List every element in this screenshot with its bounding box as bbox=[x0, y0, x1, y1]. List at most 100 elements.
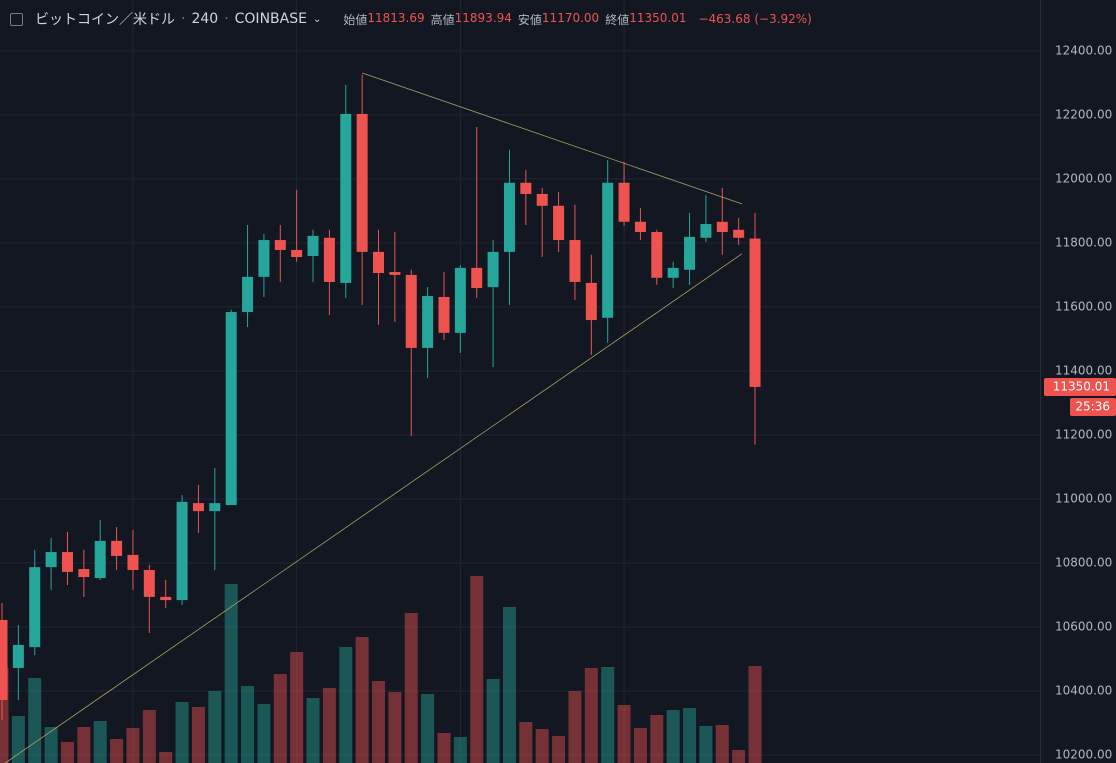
candle-body bbox=[209, 503, 221, 512]
y-tick-label: 10600.00 bbox=[1055, 619, 1112, 633]
y-tick-label: 11200.00 bbox=[1055, 427, 1112, 441]
y-tick-label: 11800.00 bbox=[1055, 235, 1112, 249]
last-price-box bbox=[1044, 377, 1116, 396]
y-tick-label: 11000.00 bbox=[1055, 491, 1112, 505]
candle-body bbox=[45, 552, 57, 568]
candle-body bbox=[667, 267, 679, 278]
ohlc-label: 始値 bbox=[343, 12, 368, 27]
toggle-icon[interactable] bbox=[10, 12, 23, 26]
volume-bar bbox=[224, 584, 238, 763]
candle-body bbox=[143, 570, 155, 597]
candle-body bbox=[12, 644, 24, 668]
candle-body bbox=[258, 240, 270, 277]
candle-body bbox=[585, 282, 597, 321]
y-tick-label: 12400.00 bbox=[1055, 43, 1112, 57]
candle-body bbox=[700, 224, 712, 238]
volume-bar bbox=[404, 613, 418, 763]
header: ビットコイン／米ドル · 240 · COINBASE ⌄ 始値 11813.69 高値 1… bbox=[10, 9, 818, 29]
candle-body bbox=[520, 182, 532, 194]
volume-bar bbox=[110, 739, 124, 763]
volume-bar bbox=[93, 721, 107, 763]
volume-bar bbox=[453, 737, 467, 763]
exchange[interactable]: COINBASE bbox=[234, 11, 307, 27]
volume-bar bbox=[11, 716, 25, 763]
volume-bar bbox=[208, 691, 222, 763]
symbol[interactable]: ビットコイン／米ドル bbox=[35, 12, 175, 28]
volume-bar bbox=[77, 727, 91, 763]
volume-bar bbox=[257, 704, 271, 763]
volume-bar bbox=[142, 710, 156, 763]
candle-body bbox=[553, 205, 565, 241]
candle-body bbox=[503, 182, 515, 252]
volume-bar bbox=[535, 729, 549, 763]
candle-body bbox=[536, 193, 548, 206]
countdown-box bbox=[1070, 397, 1116, 416]
candle-body bbox=[0, 619, 8, 700]
volume-bar bbox=[0, 668, 9, 763]
volume-bar bbox=[470, 576, 484, 763]
candle-body bbox=[127, 554, 139, 571]
volume-bar bbox=[568, 691, 582, 763]
candle-body bbox=[323, 237, 335, 282]
interval[interactable]: 240 bbox=[191, 11, 219, 27]
y-tick-label: 12000.00 bbox=[1055, 171, 1112, 185]
candle-body bbox=[29, 567, 41, 648]
candle-body bbox=[61, 552, 73, 572]
candle-body bbox=[176, 501, 188, 601]
candle-body bbox=[340, 113, 352, 283]
candle-body bbox=[291, 249, 303, 258]
volume-bar bbox=[584, 668, 598, 763]
candle-body bbox=[373, 251, 385, 274]
volume-bar bbox=[372, 681, 386, 763]
candle-body bbox=[307, 235, 319, 257]
y-tick-label: 11600.00 bbox=[1055, 299, 1112, 313]
candle-body bbox=[94, 540, 106, 579]
candle-body bbox=[356, 113, 368, 252]
candle-body bbox=[602, 182, 614, 318]
volume-bar bbox=[191, 707, 205, 763]
ohlc-value: 11893.94 bbox=[454, 10, 512, 25]
candle-body bbox=[733, 229, 745, 238]
countdown-label: 25:36 bbox=[1075, 399, 1110, 413]
volume-bar bbox=[650, 715, 664, 763]
y-tick-label: 10200.00 bbox=[1055, 747, 1112, 761]
volume-bar bbox=[273, 674, 287, 763]
volume-bar bbox=[633, 728, 647, 763]
volume-bar bbox=[601, 667, 615, 763]
candle-body bbox=[242, 276, 254, 313]
candle-body bbox=[618, 182, 630, 222]
ohlc-label: 終値 bbox=[605, 12, 630, 27]
chevron[interactable]: ⌄ bbox=[312, 13, 322, 25]
ohlc-value: 11813.69 bbox=[367, 10, 425, 25]
volume-bar bbox=[175, 702, 189, 763]
volume-bar bbox=[159, 752, 173, 763]
candle-body bbox=[651, 232, 663, 278]
candle-body bbox=[389, 272, 401, 275]
y-tick-label: 10400.00 bbox=[1055, 683, 1112, 697]
volume-bar bbox=[519, 722, 533, 763]
volume-bar bbox=[290, 652, 304, 763]
candle-body bbox=[274, 240, 286, 250]
candle-body bbox=[78, 569, 90, 578]
volume-bar bbox=[388, 692, 402, 763]
ohlc-value: 11350.01 bbox=[629, 10, 687, 25]
ohlc-value: 11170.00 bbox=[541, 10, 600, 25]
volume-bar bbox=[748, 666, 762, 763]
trendline bbox=[362, 72, 743, 205]
y-tick-label: 10800.00 bbox=[1055, 555, 1112, 569]
candle-body bbox=[569, 240, 581, 282]
separator: · bbox=[181, 11, 186, 27]
y-tick-label: 11400.00 bbox=[1055, 363, 1112, 377]
last-price-label: 11350.01 bbox=[1053, 379, 1110, 393]
volume-bar bbox=[699, 726, 713, 763]
ohlc-label: 高値 bbox=[430, 12, 455, 27]
volume-bar bbox=[126, 728, 140, 763]
volume-bar bbox=[306, 698, 320, 763]
candle-body bbox=[422, 296, 434, 348]
candle-body bbox=[487, 251, 499, 288]
volume-bar bbox=[28, 678, 42, 763]
volume-bar bbox=[339, 647, 353, 763]
volume-bar bbox=[486, 679, 500, 763]
